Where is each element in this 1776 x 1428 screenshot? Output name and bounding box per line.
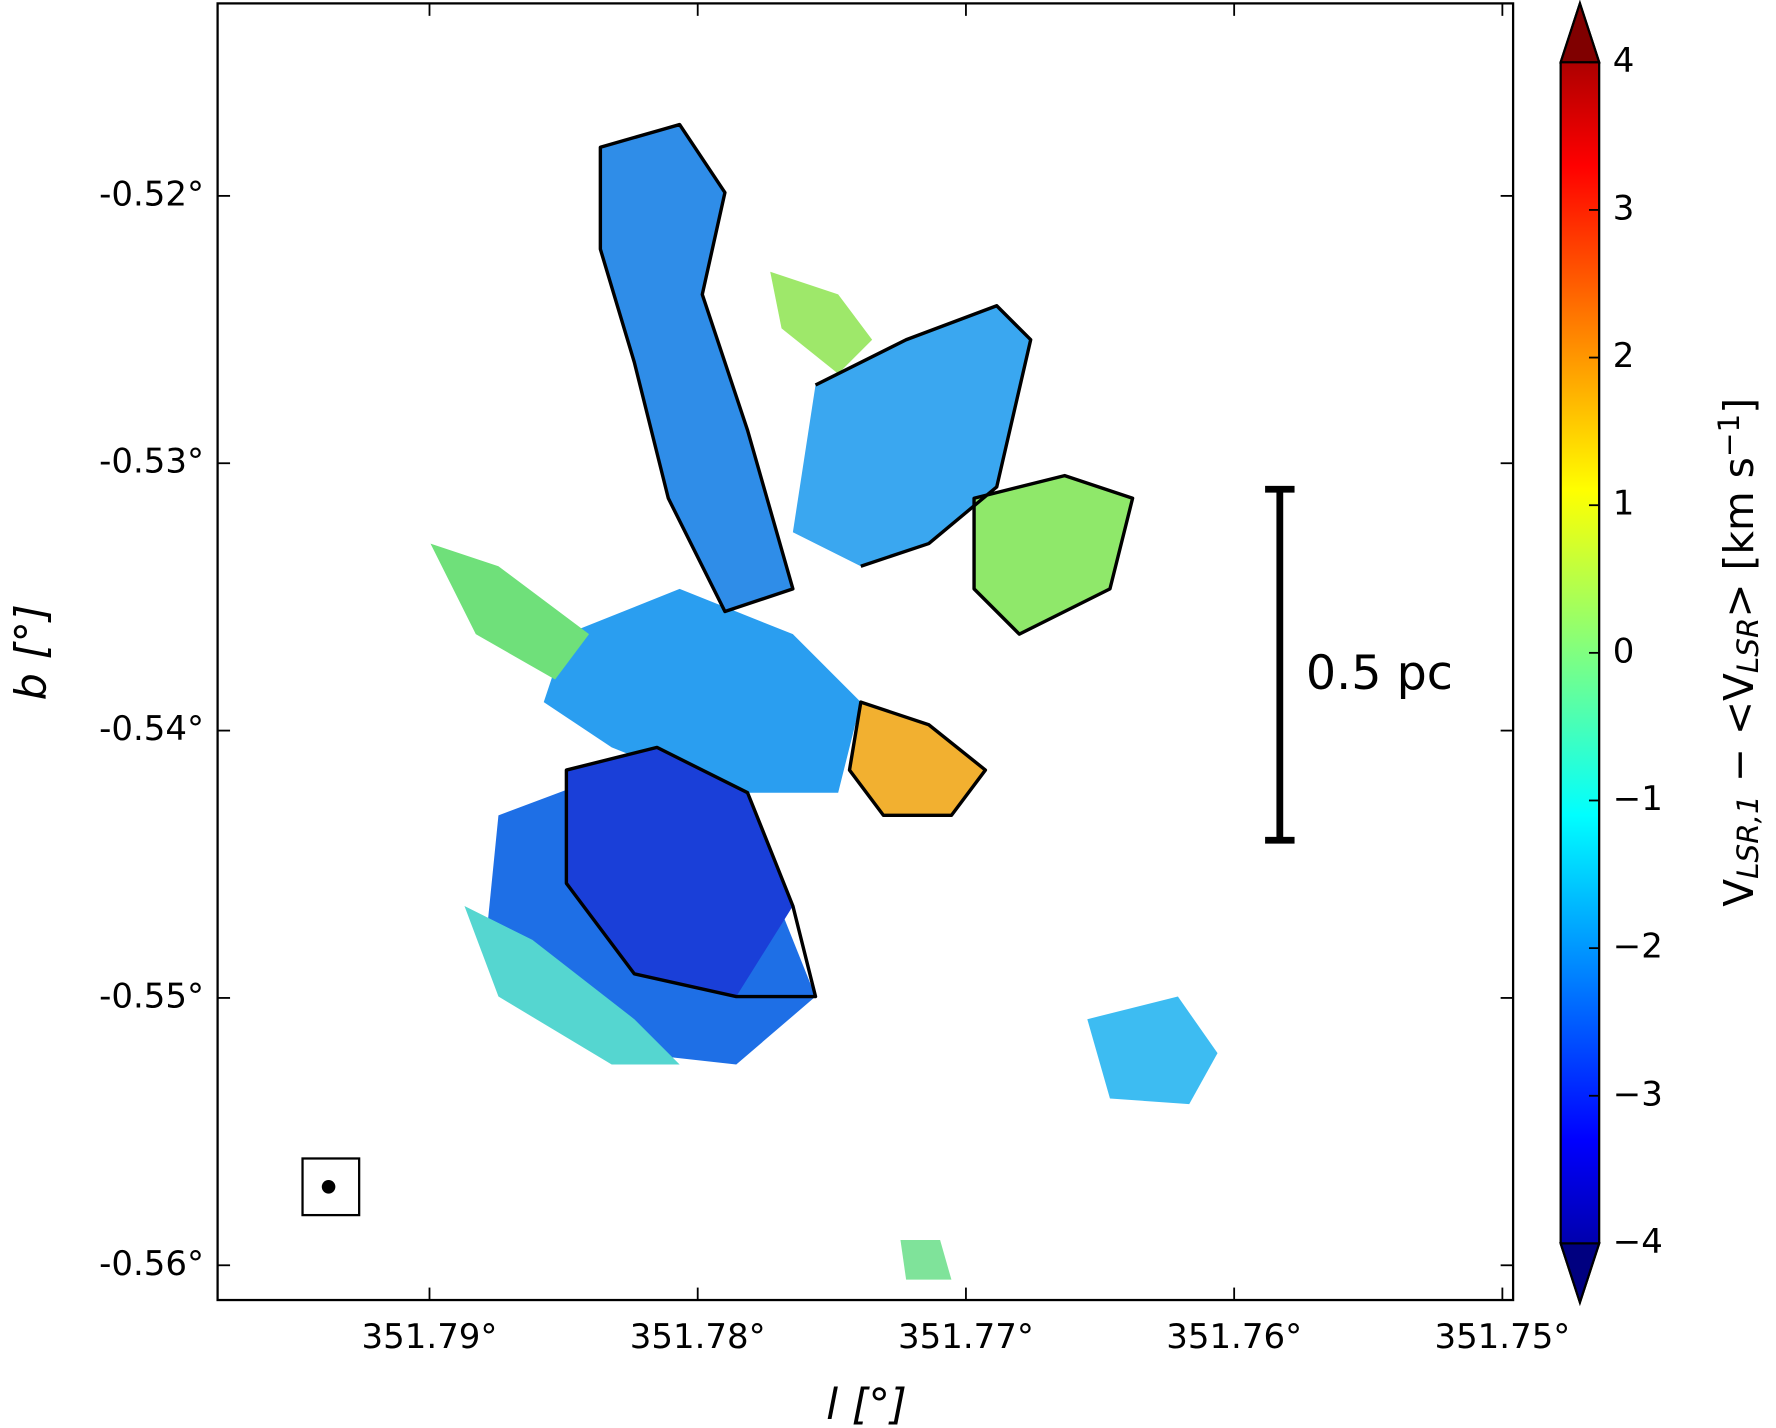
y-tick-label: -0.53° [99, 442, 204, 482]
y-tick-label: -0.55° [99, 976, 204, 1016]
contour [814, 304, 1033, 568]
map-region [566, 747, 793, 997]
scale-bar [1265, 485, 1295, 844]
y-tick-label: -0.54° [99, 709, 204, 749]
map-region [543, 588, 861, 793]
x-tick-label: 351.79° [362, 1317, 498, 1357]
contour [564, 745, 818, 999]
x-axis-label: l [°] [826, 1380, 907, 1428]
beam-box [301, 1157, 361, 1217]
map-region [430, 543, 590, 680]
label-part: > [km s [1715, 457, 1763, 617]
x-tick-label: 351.78° [630, 1317, 766, 1357]
colorbar-tick-label: −3 [1613, 1074, 1663, 1114]
contour [847, 700, 988, 818]
x-tick-label: 351.76° [1166, 1317, 1302, 1357]
label-part: − <V [1715, 673, 1763, 795]
map-region [600, 124, 793, 612]
y-tick-label: -0.56° [99, 1244, 204, 1284]
colorbar-tick-label: 0 [1613, 631, 1635, 671]
axes-frame [216, 2, 1515, 1302]
map-region [770, 271, 873, 374]
contour [972, 473, 1135, 636]
y-axis-label: b [°] [7, 604, 57, 700]
label-sub: LSR [1731, 618, 1765, 674]
map-region [1087, 996, 1218, 1105]
colorbar-extend-high [1559, 0, 1601, 64]
colorbar-extend-low [1559, 1242, 1601, 1306]
map-region [900, 1240, 952, 1280]
contour [598, 122, 795, 614]
y-tick-label: -0.52° [99, 174, 204, 214]
colorbar-tick-label: 1 [1613, 484, 1635, 524]
label-part: ] [1715, 398, 1763, 414]
beam [301, 1157, 361, 1217]
map-region [464, 905, 680, 1065]
colorbar-tick-label: 3 [1613, 188, 1635, 228]
colorbar-tick-label: 2 [1613, 336, 1635, 376]
map-region [974, 475, 1133, 635]
map-region [792, 305, 1031, 567]
colorbar-tick-label: −1 [1613, 779, 1663, 819]
x-tick-label: 351.75° [1434, 1317, 1570, 1357]
colorbar-tick-label: 4 [1613, 41, 1635, 81]
velocity-map [430, 122, 1218, 1280]
label-sub: LSR,1 [1731, 795, 1765, 879]
x-tick-label: 351.77° [898, 1317, 1034, 1357]
colorbar-tick-label: −4 [1613, 1222, 1663, 1262]
colorbar-label: VLSR,1 − <VLSR> [km s−1] [1712, 398, 1765, 907]
colorbar-tick-label: −2 [1613, 927, 1663, 967]
label-part: V [1715, 879, 1763, 907]
map-region [849, 702, 986, 816]
label-sup: −1 [1712, 414, 1746, 457]
beam-ellipse [321, 1179, 336, 1194]
scale-bar-label: 0.5 pc [1306, 646, 1453, 701]
